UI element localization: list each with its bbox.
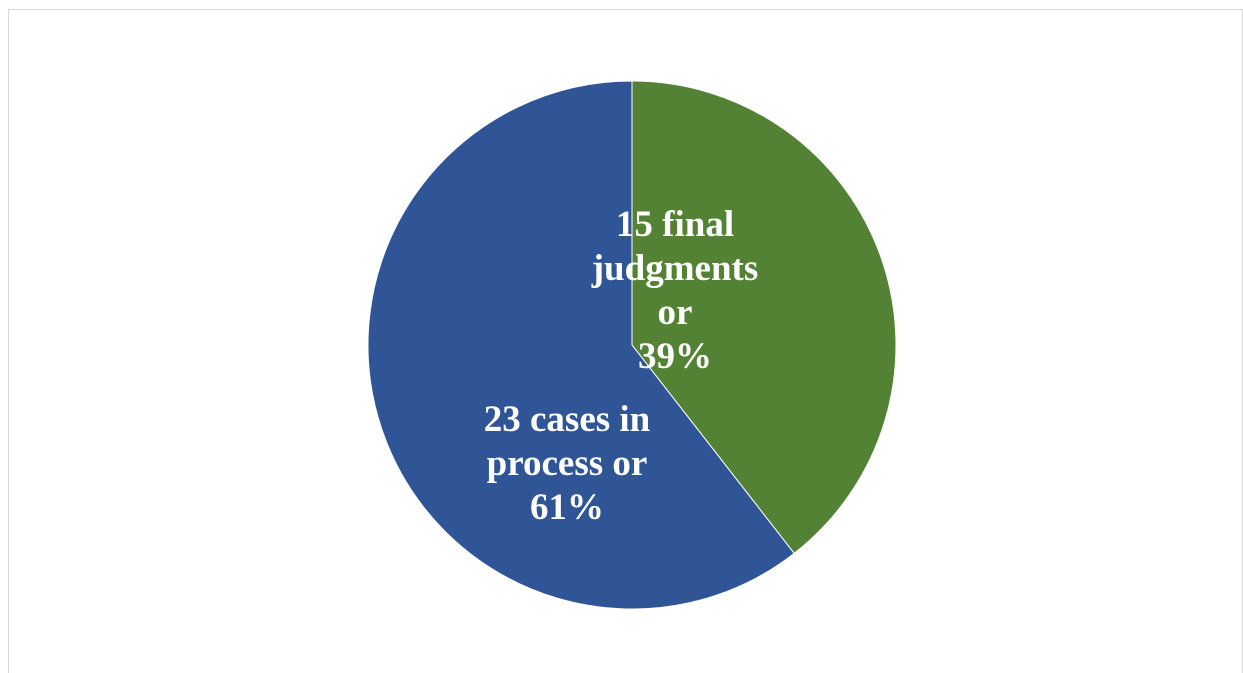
slice-label-line: or xyxy=(658,292,693,333)
slice-label-line: 15 final xyxy=(616,204,734,245)
pie-slices xyxy=(367,80,897,610)
slice-label-2: 23 cases in process or 61% xyxy=(484,399,651,528)
pie-slice-1 xyxy=(631,80,897,555)
slice-label-line: 23 cases in xyxy=(484,399,651,440)
slice-label-1: 15 final judgments or 39% xyxy=(591,204,759,377)
slice-label-line: judgments xyxy=(591,248,759,289)
slice-label-line: 61% xyxy=(530,487,604,528)
slice-labels: 15 final judgments or 39% 23 cases in process… xyxy=(484,204,759,528)
pie-slice-2 xyxy=(367,80,795,610)
slice-label-line: 39% xyxy=(638,336,712,377)
slice-label-line: process or xyxy=(487,443,648,484)
